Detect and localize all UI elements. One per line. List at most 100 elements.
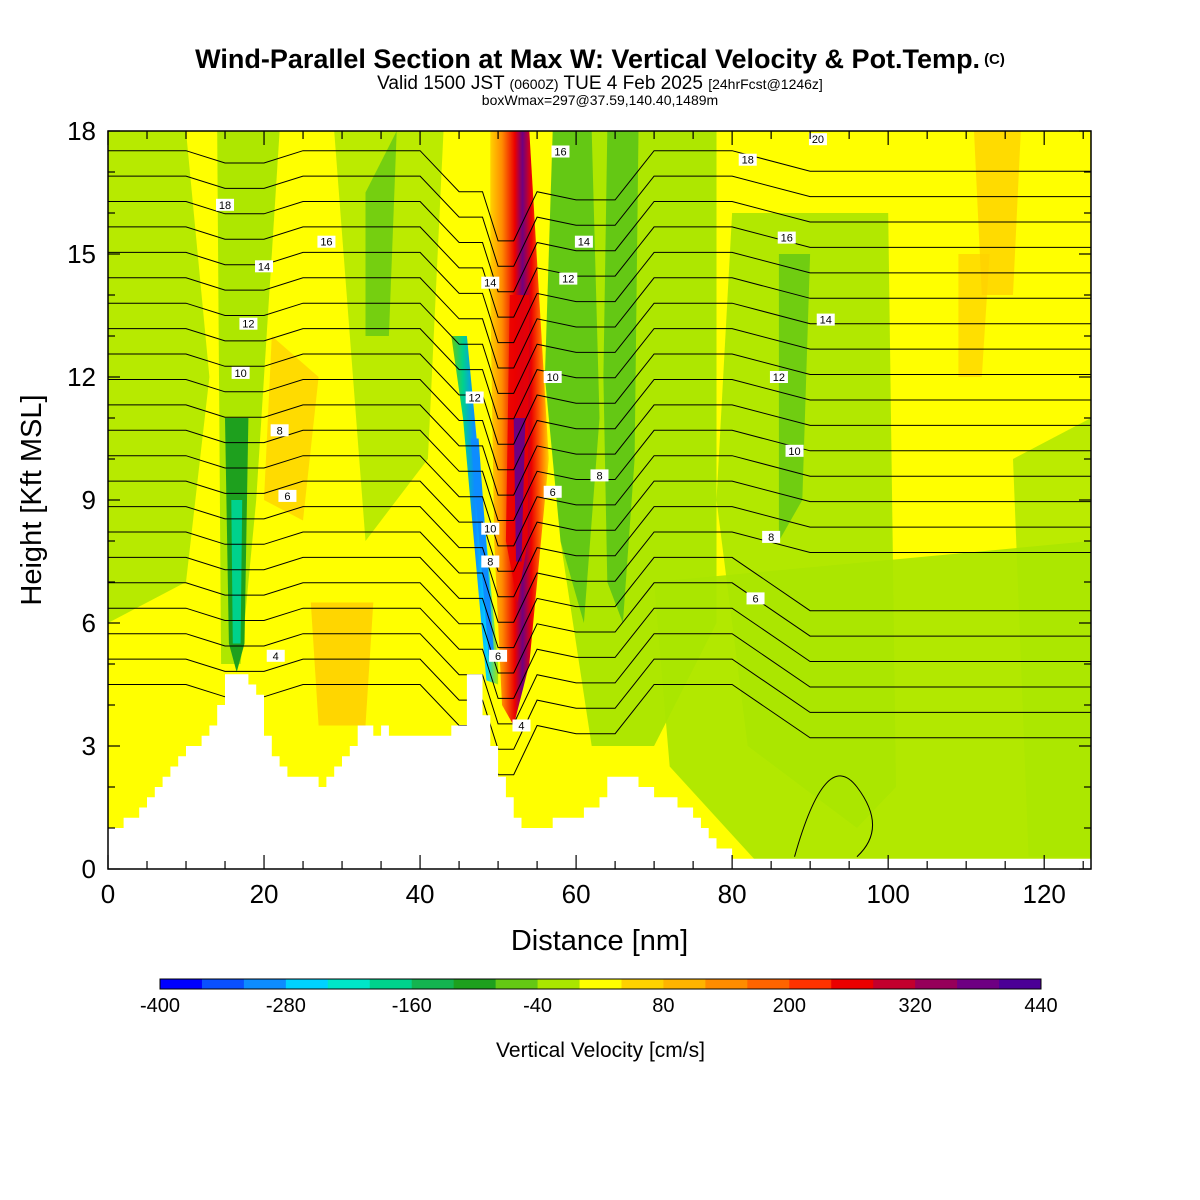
colorbar-tick-label: -40 bbox=[523, 995, 552, 1017]
vv-area bbox=[310, 602, 374, 726]
contour-label-text: 12 bbox=[773, 372, 785, 384]
y-tick-label: 6 bbox=[82, 608, 96, 638]
contour-label-text: 16 bbox=[320, 237, 332, 249]
chart-subtitle: Valid 1500 JST (0600Z) TUE 4 Feb 2025 [2… bbox=[0, 73, 1200, 95]
contour-label-text: 14 bbox=[578, 237, 590, 249]
contour-label-text: 14 bbox=[820, 315, 832, 327]
colorbar-swatch bbox=[831, 979, 874, 989]
x-tick-label: 80 bbox=[718, 879, 747, 909]
contour-label: 18 bbox=[738, 153, 757, 167]
contour-label-text: 8 bbox=[596, 470, 602, 482]
colorbar-tick-label: 320 bbox=[898, 995, 931, 1017]
colorbar-swatch bbox=[621, 979, 664, 989]
contour-label-text: 8 bbox=[487, 557, 493, 569]
contour-label: 6 bbox=[746, 592, 765, 605]
vv-area bbox=[365, 131, 397, 336]
contour-label: 6 bbox=[543, 485, 562, 499]
theta-contour-line bbox=[108, 531, 1091, 623]
colorbar-swatch bbox=[957, 979, 1000, 989]
contour-label-box bbox=[239, 317, 258, 330]
colorbar: -400 -280 -160 -40 80 200 320 440 Vertical Veloc… bbox=[140, 978, 1058, 1062]
contour-label-box bbox=[746, 592, 765, 605]
colorbar-swatch bbox=[873, 979, 916, 989]
theta-contour-line bbox=[108, 328, 1091, 420]
contour-label-text: 12 bbox=[469, 393, 481, 405]
colorbar-tick-label: 200 bbox=[773, 995, 806, 1017]
contour-label-box bbox=[574, 235, 593, 248]
colorbar-tick-label: -400 bbox=[140, 995, 180, 1017]
colorbar-swatch bbox=[453, 979, 497, 989]
theta-contour-line bbox=[108, 277, 1091, 369]
contour-label: 18 bbox=[216, 198, 235, 212]
contour-label-text: 12 bbox=[562, 274, 574, 286]
y-tick-label: 9 bbox=[82, 485, 96, 515]
theta-contour-line bbox=[108, 201, 1091, 293]
theta-contour-line bbox=[108, 429, 1091, 521]
contour-label: 14 bbox=[816, 313, 835, 327]
contour-label: 12 bbox=[239, 317, 258, 331]
theta-contour-line bbox=[108, 379, 1091, 471]
contour-label: 6 bbox=[278, 489, 297, 503]
theta-contour-line bbox=[108, 353, 1091, 445]
contour-label-text: 10 bbox=[547, 372, 559, 384]
contour-label-text: 8 bbox=[277, 425, 283, 437]
colorbar-swatch bbox=[411, 979, 455, 989]
contour-label-box bbox=[808, 133, 827, 146]
contour-label-text: 10 bbox=[235, 368, 247, 380]
contour-label-text: 16 bbox=[554, 147, 566, 159]
theta-contour-line bbox=[108, 302, 1091, 394]
contour-label-box bbox=[255, 260, 274, 273]
contour-label: 8 bbox=[590, 469, 609, 482]
contour-label-box bbox=[481, 522, 500, 535]
theta-contour-line bbox=[108, 226, 1091, 318]
colorbar-swatch bbox=[369, 979, 413, 989]
contour-label-text: 20 bbox=[812, 134, 824, 146]
colorbar-swatch bbox=[789, 979, 832, 989]
theta-contour-line bbox=[108, 455, 1091, 547]
box-wmax-line: boxWmax=297@37.59,140.40,1489m bbox=[481, 92, 719, 108]
colorbar-frame bbox=[159, 978, 1042, 990]
contour-label-box bbox=[769, 371, 788, 383]
contour-label-text: 12 bbox=[242, 319, 254, 331]
contour-label: 20 bbox=[808, 133, 827, 146]
contour-label-box bbox=[317, 235, 336, 248]
contour-label-text: 8 bbox=[768, 532, 774, 544]
colorbar-swatch bbox=[160, 979, 203, 989]
colorbar-swatch bbox=[495, 979, 539, 989]
contour-label: 10 bbox=[481, 522, 500, 536]
theta-contour-line bbox=[108, 480, 1091, 572]
contour-label-box bbox=[559, 272, 578, 285]
theta-contour-line bbox=[108, 150, 1091, 242]
contour-label-text: 6 bbox=[495, 651, 501, 663]
contour-label: 8 bbox=[270, 424, 289, 437]
contour-label-text: 6 bbox=[284, 491, 290, 503]
contour-label: 8 bbox=[762, 530, 781, 544]
subtitle-main: Valid 1500 JST bbox=[377, 73, 505, 94]
terrain-mask bbox=[108, 674, 1091, 869]
subtitle-utc: (0600Z) bbox=[509, 76, 559, 92]
contour-label-box bbox=[816, 313, 835, 326]
colorbar-swatch bbox=[327, 979, 371, 989]
contour-label-box bbox=[489, 649, 508, 662]
contour-label: 12 bbox=[769, 371, 788, 384]
contour-label-box bbox=[481, 555, 500, 568]
contour-label-box bbox=[738, 153, 757, 166]
colorbar-swatch bbox=[243, 979, 287, 989]
colorbar-swatch bbox=[537, 979, 581, 989]
contour-label-text: 10 bbox=[484, 524, 496, 536]
contour-label: 16 bbox=[551, 145, 570, 159]
x-tick-label: 120 bbox=[1022, 879, 1065, 909]
vv-area bbox=[231, 500, 243, 644]
contour-label: 12 bbox=[465, 391, 484, 405]
contour-label-box bbox=[543, 371, 562, 383]
chart-title: Wind-Parallel Section at Max W: Vertical… bbox=[0, 44, 1200, 75]
y-tick-label: 0 bbox=[82, 854, 96, 884]
contour-label: 16 bbox=[777, 231, 796, 245]
vv-area bbox=[958, 254, 990, 377]
colorbar-swatch bbox=[663, 979, 706, 989]
contour-label-text: 6 bbox=[550, 487, 556, 499]
contour-label-box bbox=[512, 719, 531, 732]
contour-label-text: 14 bbox=[258, 261, 270, 273]
colorbar-swatch bbox=[747, 979, 790, 989]
